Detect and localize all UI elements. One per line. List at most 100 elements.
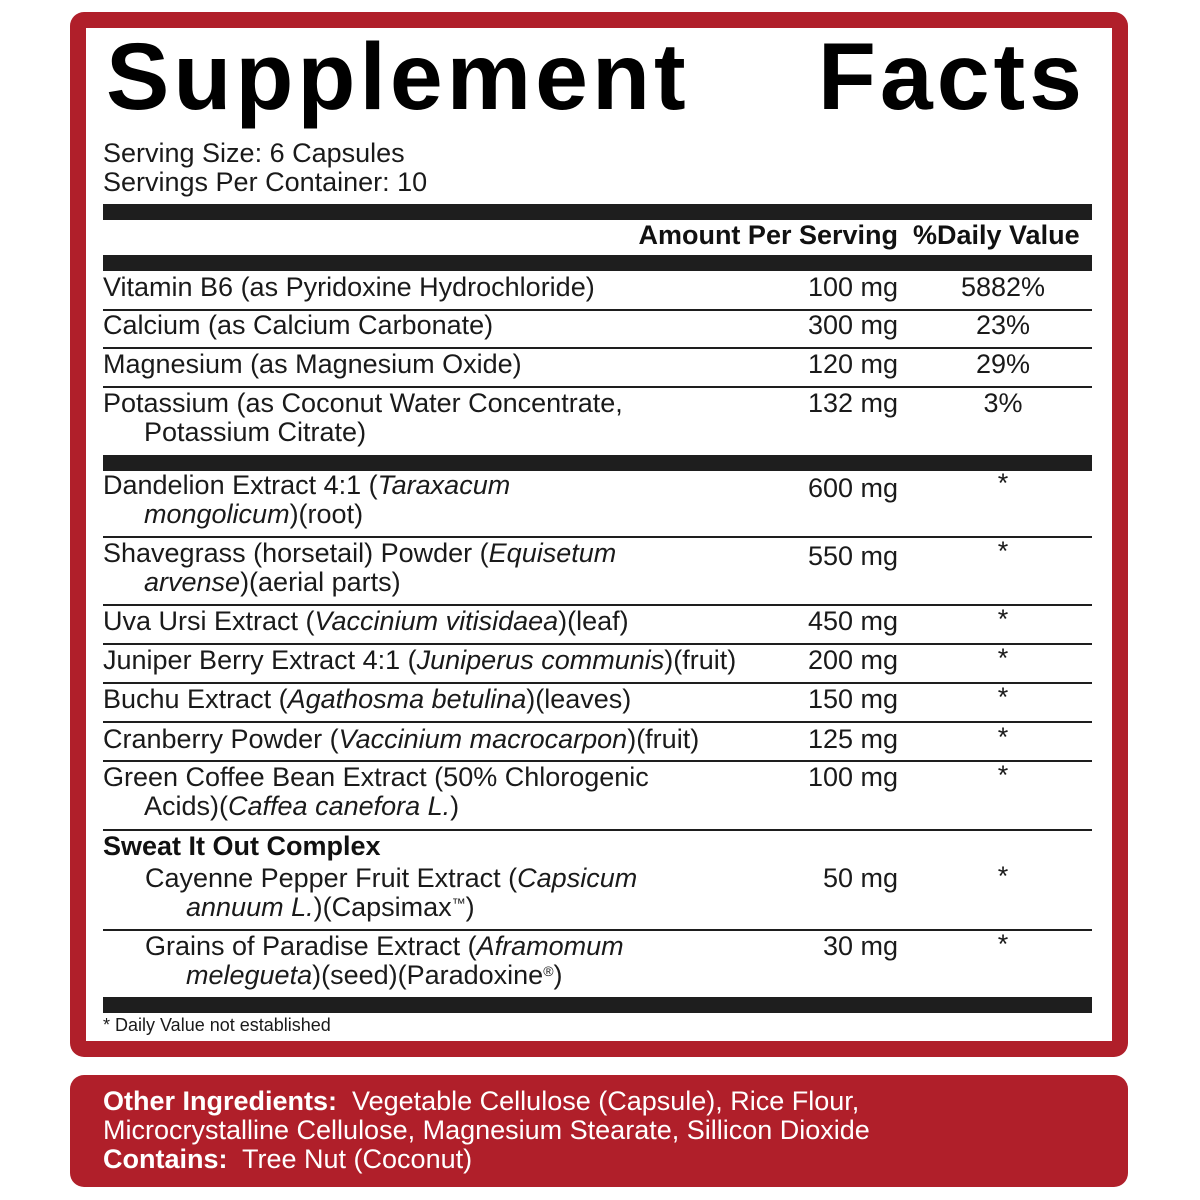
name-text: Magnesium (as Magnesium Oxide) [103, 349, 522, 379]
ingredient-name: Magnesium (as Magnesium Oxide) [103, 350, 522, 379]
ingredient-name: Potassium (as Coconut Water Concentrate,… [103, 389, 623, 447]
name-text: Potassium Citrate) [144, 417, 367, 447]
name-line: annuum L.)(Capsimax™) [145, 893, 637, 922]
name-line: Grains of Paradise Extract (Aframomum [145, 932, 624, 961]
latin-name: arvense [144, 567, 241, 597]
name-text: Shavegrass (horsetail) Powder ( [103, 538, 489, 568]
amount: 50 mg [822, 863, 898, 893]
amount: 300 mg [807, 310, 898, 340]
name-line: Potassium Citrate) [103, 418, 623, 447]
name-text: Potassium (as Coconut Water Concentrate, [103, 388, 623, 418]
other-ingredients-line2: Microcrystalline Cellulose, Magnesium St… [103, 1115, 870, 1145]
daily-value: * [997, 682, 1009, 712]
ingredient-name: Cayenne Pepper Fruit Extract (Capsicum an… [145, 864, 637, 922]
name-text: )(fruit) [627, 724, 700, 754]
name-line: melegueta)(seed)(Paradoxine®) [145, 961, 624, 990]
row-divider [103, 643, 1092, 645]
thick-rule [103, 255, 1092, 271]
name-text: Uva Ursi Extract ( [103, 606, 315, 636]
contains-line: Contains: Tree Nut (Coconut) [103, 1145, 472, 1174]
name-line: Green Coffee Bean Extract (50% Chlorogen… [103, 763, 649, 792]
footnote: * Daily Value not established [103, 1015, 331, 1035]
name-text: Acids)( [144, 791, 229, 821]
name-text: ) [465, 892, 475, 922]
servings-per-container: Servings Per Container: 10 [103, 167, 428, 197]
ingredient-name: Dandelion Extract 4:1 (Taraxacum mongolic… [103, 471, 510, 529]
name-line: Cranberry Powder (Vaccinium macrocarpon)… [103, 725, 699, 754]
name-text: ) [553, 960, 563, 990]
daily-value: * [997, 536, 1009, 566]
amount: 150 mg [807, 684, 898, 714]
other-ingredients-line1: Other Ingredients: Vegetable Cellulose (… [103, 1087, 859, 1116]
name-line: arvense)(aerial parts) [103, 568, 616, 597]
latin-name: Taraxacum [377, 470, 511, 500]
row-divider [103, 760, 1092, 762]
name-text: )(seed)(Paradoxine [312, 960, 544, 990]
name-text: )(aerial parts) [240, 567, 401, 597]
amount: 600 mg [807, 473, 898, 503]
ingredient-name: Juniper Berry Extract 4:1 (Juniperus com… [103, 646, 736, 675]
row-divider [103, 929, 1092, 931]
amount: 200 mg [807, 645, 898, 675]
name-line: Juniper Berry Extract 4:1 (Juniperus com… [103, 646, 736, 675]
name-text: ) [450, 791, 460, 821]
name-line: Shavegrass (horsetail) Powder (Equisetum [103, 539, 616, 568]
name-text: )(leaves) [526, 684, 632, 714]
daily-value: * [997, 861, 1009, 891]
ingredient-name: Vitamin B6 (as Pyridoxine Hydrochloride) [103, 273, 595, 302]
daily-value: * [997, 643, 1009, 673]
name-line: Cayenne Pepper Fruit Extract (Capsicum [145, 864, 637, 893]
latin-name: Equisetum [488, 538, 617, 568]
name-text: Grains of Paradise Extract ( [145, 931, 477, 961]
ingredient-name: Uva Ursi Extract (Vaccinium vitisidaea)(… [103, 607, 629, 636]
name-text: Vitamin B6 (as Pyridoxine Hydrochloride) [103, 272, 595, 302]
daily-value: * [997, 929, 1009, 959]
other-ingredients-label: Other Ingredients: [103, 1086, 338, 1116]
row-divider [103, 721, 1092, 723]
name-text: Calcium (as Calcium Carbonate) [103, 310, 494, 340]
daily-value: 23% [975, 310, 1031, 340]
row-divider [103, 347, 1092, 349]
label-title: Supplement Facts [106, 24, 1086, 130]
amount: 100 mg [807, 272, 898, 302]
name-text: Cayenne Pepper Fruit Extract ( [145, 863, 518, 893]
name-line: mongolicum)(root) [103, 500, 510, 529]
contains-text: Tree Nut (Coconut) [242, 1144, 473, 1174]
name-text: Juniper Berry Extract 4:1 ( [103, 645, 417, 675]
row-divider [103, 682, 1092, 684]
amount: 125 mg [807, 724, 898, 754]
other-ingredients-text: Vegetable Cellulose (Capsule), Rice Flou… [352, 1086, 860, 1116]
name-line: Dandelion Extract 4:1 (Taraxacum [103, 471, 510, 500]
supplement-facts-panel [70, 12, 1128, 1057]
latin-name: Capsicum [517, 863, 638, 893]
name-text: )(root) [289, 499, 364, 529]
name-text: ® [543, 963, 554, 979]
daily-value-header: %Daily Value [913, 220, 1080, 250]
ingredient-name: Grains of Paradise Extract (Aframomum mel… [145, 932, 624, 990]
latin-name: melegueta [186, 960, 313, 990]
name-text: Buchu Extract ( [103, 684, 288, 714]
serving-size: Serving Size: 6 Capsules [103, 138, 405, 168]
contains-label: Contains: [103, 1144, 228, 1174]
amount-per-serving-header: Amount Per Serving [638, 220, 898, 250]
amount: 550 mg [807, 541, 898, 571]
name-text: ™ [451, 895, 466, 911]
latin-name: Vaccinium vitisidaea [314, 606, 559, 636]
name-line: Buchu Extract (Agathosma betulina)(leave… [103, 685, 631, 714]
name-text: Green Coffee Bean Extract (50% Chlorogen… [103, 762, 649, 792]
complex-heading: Sweat It Out Complex [103, 831, 381, 861]
row-divider [103, 386, 1092, 388]
ingredient-name: Green Coffee Bean Extract (50% Chlorogen… [103, 763, 649, 821]
amount: 30 mg [822, 931, 898, 961]
name-line: Acids)(Caffea canefora L.) [103, 792, 649, 821]
row-divider [103, 536, 1092, 538]
name-line: Calcium (as Calcium Carbonate) [103, 311, 493, 340]
row-divider [103, 309, 1092, 311]
ingredient-name: Buchu Extract (Agathosma betulina)(leave… [103, 685, 631, 714]
thick-rule [103, 997, 1092, 1013]
latin-name: Caffea canefora L. [228, 791, 451, 821]
daily-value: 3% [983, 388, 1023, 418]
thick-rule [103, 204, 1092, 220]
daily-value: * [997, 722, 1009, 752]
daily-value: * [997, 760, 1009, 790]
